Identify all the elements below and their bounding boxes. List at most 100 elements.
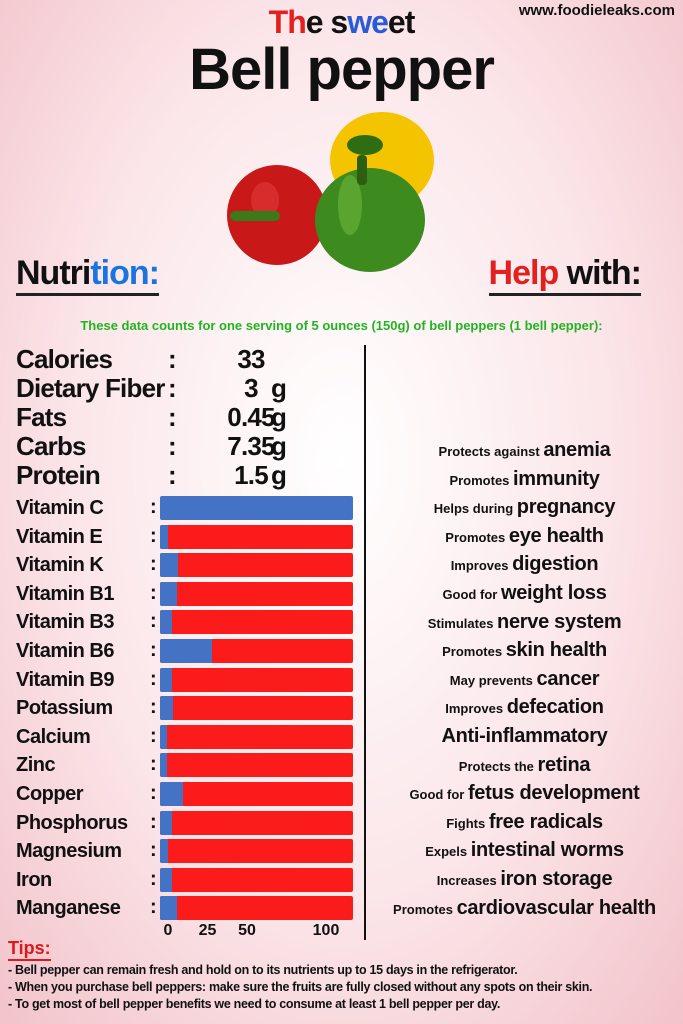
- benefit-prefix: Protects against: [438, 444, 544, 459]
- bar-track: [160, 696, 353, 721]
- bar-track: [160, 524, 353, 549]
- row-colon: :: [150, 724, 157, 747]
- tips-heading: Tips:: [8, 938, 51, 961]
- macro-name: Calories: [16, 344, 113, 374]
- bell-peppers-image: [227, 112, 434, 272]
- benefit-main: cardiovascular health: [456, 896, 657, 919]
- benefit-item: Helps during pregnancy: [366, 493, 683, 521]
- row-colon: :: [150, 839, 157, 862]
- macro-name: Carbs: [16, 431, 86, 461]
- benefit-item: Protects the retina: [366, 751, 683, 779]
- row-colon: :: [150, 553, 157, 576]
- benefit-item: Promotes eye health: [366, 522, 683, 550]
- category-label: Potassium: [16, 697, 113, 720]
- x-tick-label: 25: [198, 922, 217, 939]
- bar-value: [160, 753, 167, 778]
- category-label: Vitamin B6: [16, 640, 115, 662]
- tip-item: - When you purchase bell peppers: make s…: [8, 980, 593, 994]
- row-colon: :: [150, 782, 157, 804]
- benefit-item: Protects against anemia: [366, 436, 683, 464]
- column-divider: [364, 345, 366, 940]
- row-colon: :: [150, 667, 157, 690]
- chart-row: Calcium:: [16, 723, 356, 751]
- macro-unit: g: [271, 460, 287, 490]
- bar-value: [160, 667, 172, 692]
- benefit-prefix: Expels: [425, 844, 471, 860]
- bar-value: [160, 839, 169, 864]
- benefit-prefix: Promotes: [393, 901, 457, 917]
- header-part: with:: [558, 254, 642, 292]
- chart-row: Zinc:: [16, 751, 356, 779]
- category-label: Vitamin E: [16, 525, 103, 548]
- benefit-main: retina: [537, 753, 591, 776]
- benefit-main: defecation: [506, 696, 604, 719]
- bar-track: [160, 610, 353, 635]
- chart-row: Vitamin B1:: [16, 580, 356, 608]
- macro-name: Protein: [16, 460, 101, 490]
- x-tick-label: 0: [163, 922, 173, 939]
- benefit-main: eye health: [508, 524, 604, 547]
- category-label: Vitamin B1: [16, 582, 115, 605]
- macro-unit: g: [271, 373, 287, 403]
- bar-track: [160, 867, 353, 892]
- category-label: Vitamin K: [16, 554, 104, 577]
- benefit-main: Anti-inflammatory: [441, 725, 608, 747]
- benefit-prefix: Good for: [442, 587, 501, 602]
- benefit-item: Fights free radicals: [366, 808, 683, 836]
- title-part: e s: [305, 4, 348, 40]
- chart-row: Potassium:: [16, 694, 356, 722]
- benefit-main: weight loss: [500, 582, 607, 604]
- benefit-main: skin health: [505, 639, 607, 662]
- benefit-main: iron storage: [500, 868, 613, 890]
- benefit-main: free radicals: [488, 810, 603, 833]
- benefit-prefix: Promotes: [445, 529, 509, 545]
- bar-value: [160, 496, 353, 520]
- x-tick-label: 50: [238, 922, 256, 939]
- benefit-prefix: Stimulates: [427, 615, 498, 631]
- benefit-prefix: Improves: [445, 701, 507, 717]
- macro-value: 7.35: [227, 431, 275, 461]
- category-label: Manganese: [16, 897, 121, 920]
- category-label: Iron: [16, 868, 52, 891]
- benefit-prefix: Increases: [436, 873, 501, 888]
- row-colon: :: [150, 496, 157, 518]
- benefit-prefix: Promotes: [449, 472, 514, 488]
- benefit-prefix: Good for: [409, 787, 468, 803]
- chart-row: Manganese:: [16, 894, 356, 922]
- title-part: et: [387, 4, 415, 40]
- row-colon: :: [150, 753, 157, 776]
- benefit-item: Promotes immunity: [366, 465, 683, 493]
- macro-colon: :: [168, 373, 177, 403]
- benefit-prefix: Helps during: [433, 501, 517, 517]
- macro-name: Dietary Fiber: [16, 373, 165, 403]
- bar-value: [160, 724, 167, 749]
- nutrition-header: Nutrition:: [16, 254, 160, 296]
- bar-value: [160, 581, 177, 606]
- benefit-item: May prevents cancer: [366, 665, 683, 693]
- bar-track: [160, 810, 353, 835]
- bar-track: [160, 581, 353, 606]
- benefit-main: anemia: [543, 439, 611, 461]
- x-tick-label: 100: [312, 922, 340, 939]
- chart-row: Vitamin K:: [16, 551, 356, 579]
- benefit-prefix: Improves: [450, 558, 513, 574]
- title-line2: Bell pepper: [189, 37, 495, 102]
- header-part: Help: [488, 254, 560, 292]
- benefit-main: fetus development: [467, 782, 640, 805]
- benefit-item: Increases iron storage: [366, 865, 683, 893]
- category-label: Phosphorus: [16, 811, 128, 834]
- bar-track: [160, 724, 353, 749]
- chart-row: Copper:: [16, 780, 356, 808]
- bar-value: [160, 553, 179, 578]
- row-colon: :: [150, 896, 157, 919]
- row-colon: :: [150, 696, 157, 719]
- macro-colon: :: [168, 402, 177, 432]
- benefit-prefix: Fights: [446, 815, 489, 831]
- title-line1: The sweet: [0, 4, 683, 41]
- bar-value: [160, 782, 184, 806]
- macro-colon: :: [168, 344, 177, 374]
- website-url: www.foodieleaks.com: [518, 2, 675, 19]
- row-colon: :: [150, 810, 157, 833]
- benefit-main: intestinal worms: [470, 839, 624, 862]
- macro-row: Protein: 1.5 g: [16, 461, 316, 490]
